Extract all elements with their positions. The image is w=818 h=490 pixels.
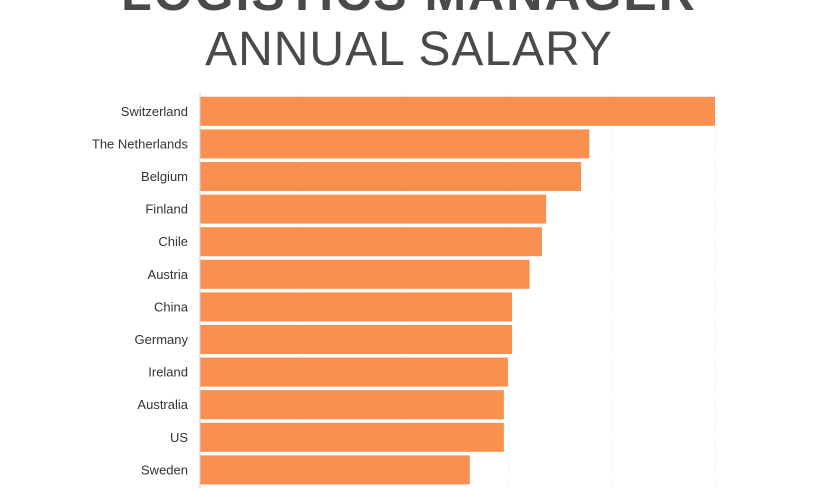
category-label: Germany (135, 332, 189, 347)
bar (200, 162, 582, 191)
bar (200, 422, 504, 452)
category-label: Austria (148, 267, 189, 282)
bar (200, 227, 542, 257)
bar (200, 194, 547, 224)
chart-title: LOGISTICS MANAGER (0, 0, 818, 16)
chart-subtitle: ANNUAL SALARY (205, 23, 613, 76)
category-label: Ireland (148, 365, 188, 380)
category-label: Australia (137, 397, 188, 412)
labels-layer: Switzerland The Netherlands Belgium Finland… (92, 104, 189, 478)
bar (200, 292, 513, 322)
chart-title-clip: LOGISTICS MANAGER (0, 0, 818, 16)
bars-layer (200, 96, 715, 485)
category-label: China (154, 299, 189, 314)
bar (200, 259, 530, 289)
category-label: US (170, 430, 188, 445)
bar (200, 455, 470, 485)
bar (200, 357, 508, 387)
grid-layer (302, 95, 716, 487)
bar (200, 390, 504, 420)
bar (200, 325, 513, 354)
category-label: Switzerland (121, 104, 188, 119)
category-label: The Netherlands (92, 136, 189, 151)
category-label: Belgium (141, 169, 188, 184)
bar (200, 96, 715, 126)
category-label: Chile (158, 234, 188, 249)
category-label: Sweden (141, 462, 188, 477)
category-label: Finland (145, 202, 188, 217)
bar (200, 129, 590, 159)
